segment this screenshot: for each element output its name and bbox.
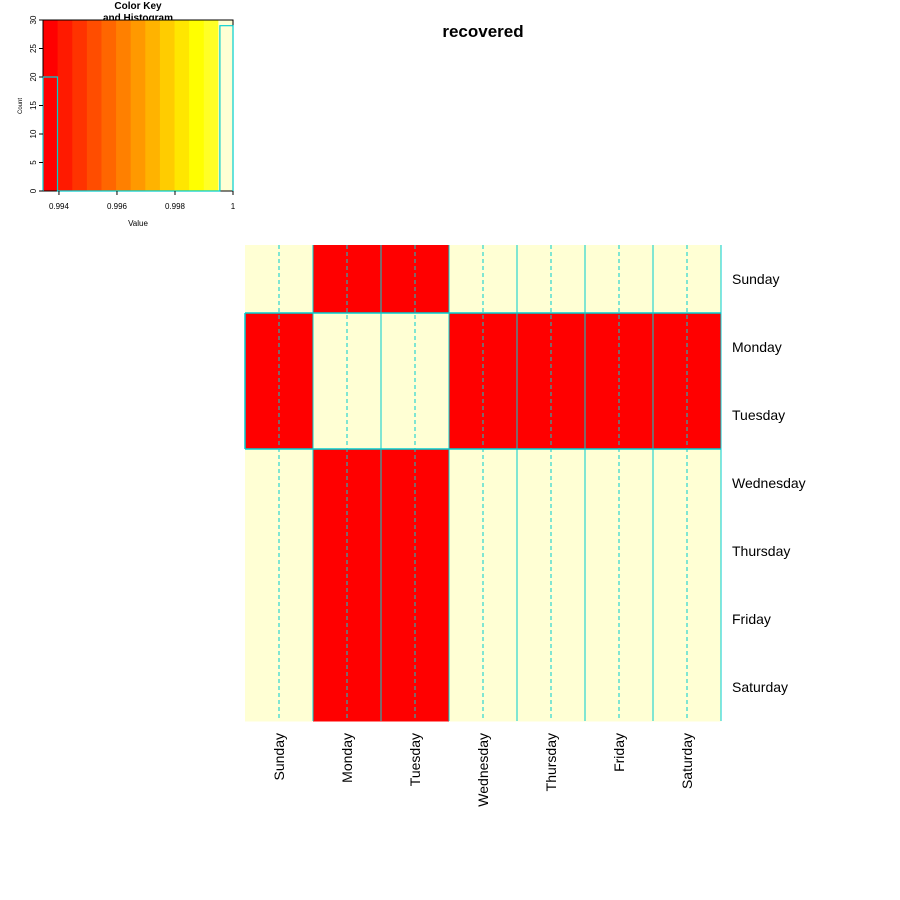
color-key-swatch — [203, 20, 219, 191]
color-key-title-line-2: and Histogram — [103, 13, 173, 24]
color-key-ylabel: Count — [18, 98, 24, 114]
color-key-swatch — [101, 20, 117, 191]
color-key-ytick-label: 20 — [29, 72, 38, 81]
color-key-swatch — [43, 20, 59, 191]
color-key-ytick-label: 10 — [29, 129, 38, 138]
color-key-xtick-label: 1 — [231, 202, 236, 211]
color-key-swatch — [189, 20, 205, 191]
color-key-swatch — [218, 20, 234, 191]
column-label: Tuesday — [407, 733, 423, 786]
heatmap-traces — [244, 245, 722, 721]
row-labels: Sunday Monday Tuesday Wednesday Thursday Frid… — [732, 271, 806, 695]
color-key-swatch — [130, 20, 146, 191]
color-key-xtick-label: 0.996 — [107, 202, 128, 211]
color-key-ytick-label: 25 — [29, 44, 38, 53]
heatmap-cells — [245, 245, 722, 722]
color-key-swatch — [72, 20, 88, 191]
color-key-swatch — [86, 20, 103, 191]
color-key-swatch — [57, 20, 73, 191]
row-label: Sunday — [732, 271, 779, 287]
row-label: Wednesday — [732, 475, 806, 491]
color-key-xlabel: Value — [128, 219, 148, 228]
color-key-ytick-label: 30 — [29, 15, 38, 24]
column-labels: Sunday Monday Tuesday Wednesday Thursday Frid… — [271, 733, 695, 807]
color-key-ytick-label: 5 — [29, 160, 38, 165]
color-key-ytick-label: 0 — [29, 188, 38, 193]
column-label: Friday — [611, 733, 627, 772]
column-label: Saturday — [679, 733, 695, 789]
color-key-title-line-1: Color Key — [114, 1, 162, 12]
color-key-swatch — [159, 20, 176, 191]
color-key-swatch — [174, 20, 190, 191]
color-key: Color Key and Histogram 0.994 0.996 0.998 1… — [18, 1, 236, 228]
chart-title: recovered — [442, 22, 523, 41]
column-label: Thursday — [543, 733, 559, 791]
row-label: Friday — [732, 611, 771, 627]
row-label: Saturday — [732, 679, 788, 695]
histogram-outline — [42, 25, 234, 192]
color-key-swatch — [145, 20, 161, 191]
color-key-xtick-label: 0.998 — [165, 202, 186, 211]
color-key-xtick-label: 0.994 — [49, 202, 70, 211]
color-key-swatch — [116, 20, 132, 191]
color-key-ytick-label: 15 — [29, 101, 38, 110]
row-label: Tuesday — [732, 407, 785, 423]
color-key-palette — [42, 19, 234, 192]
column-label: Monday — [339, 733, 355, 783]
row-label: Thursday — [732, 543, 790, 559]
color-key-histogram — [42, 25, 234, 192]
column-label: Sunday — [271, 733, 287, 780]
column-label: Wednesday — [475, 733, 491, 807]
row-label: Monday — [732, 339, 782, 355]
